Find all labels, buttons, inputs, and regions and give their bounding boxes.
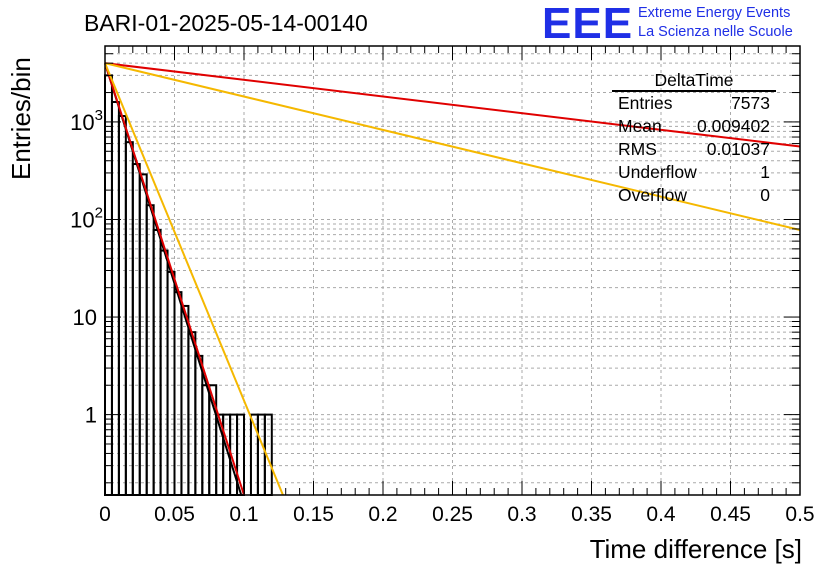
stats-box: DeltaTime Entries 7573 Mean 0.009402 RMS…	[612, 70, 776, 207]
fit-red-steep-line	[104, 62, 245, 496]
stats-row-rms: RMS 0.01037	[612, 138, 776, 161]
brand-line-2: La Scienza nelle Scuole	[638, 24, 793, 40]
stats-label: Underflow	[618, 162, 697, 182]
eee-logo: EEE	[542, 0, 634, 48]
stats-row-mean: Mean 0.009402	[612, 115, 776, 138]
stats-label: RMS	[618, 139, 657, 159]
histogram-bin	[166, 270, 176, 496]
x-tick-label: 0.5	[785, 503, 814, 526]
histogram-bin	[124, 141, 134, 496]
brand-line-1: Extreme Energy Events	[638, 5, 791, 21]
y-tick-label: 10	[73, 305, 97, 330]
x-tick-label: 0.1	[229, 503, 258, 526]
x-tick-label: 0	[99, 503, 111, 526]
histogram-bin	[180, 304, 190, 496]
chart-title: BARI-01-2025-05-14-00140	[84, 10, 368, 36]
histogram-bin	[131, 163, 141, 496]
x-tick-label: 0.05	[154, 503, 195, 526]
x-tick-label: 0.45	[710, 503, 751, 526]
x-tick-label: 0.15	[293, 503, 334, 526]
y-axis-label: Entries/bin	[6, 57, 36, 180]
x-tick-label: 0.4	[646, 503, 676, 526]
histogram-bin	[104, 74, 113, 496]
stats-label: Overflow	[618, 185, 688, 205]
x-axis-label: Time difference [s]	[589, 534, 802, 564]
x-tick-label: 0.3	[507, 503, 536, 526]
stats-value: 0.01037	[706, 139, 770, 159]
fit-curves-layer	[104, 62, 801, 496]
tick-labels-layer: 0 0.05 0.1 0.15 0.2 0.25 0.3 0.35 0.4 0.45 0.51101…	[70, 107, 814, 526]
stats-row-overflow: Overflow 0	[612, 184, 776, 207]
stats-label: Mean	[618, 116, 662, 136]
histogram-bin	[201, 384, 211, 497]
brand-text: Extreme Energy Events La Scienza nelle S…	[638, 4, 793, 42]
stats-row-underflow: Underflow 1	[612, 161, 776, 184]
fit-orange-steep-line	[104, 62, 284, 496]
histogram-bin	[152, 229, 162, 496]
y-tick-label: 1	[85, 403, 97, 428]
fit-red-flat-line	[104, 62, 801, 148]
stats-value: 0.009402	[697, 116, 770, 136]
x-tick-label: 0.25	[432, 503, 473, 526]
stats-label: Entries	[618, 93, 673, 113]
histogram-bin	[173, 291, 183, 497]
stats-value: 7573	[731, 93, 770, 113]
x-tick-label: 0.35	[571, 503, 612, 526]
histogram-bin	[187, 331, 197, 497]
stats-value: 1	[760, 162, 770, 182]
axis-ticks-layer	[104, 45, 801, 495]
histogram-bin	[194, 354, 204, 497]
x-tick-label: 0.2	[368, 503, 397, 526]
y-tick-label: 103	[70, 107, 103, 135]
stats-row-entries: Entries 7573	[612, 92, 776, 115]
fit-orange-flat-line	[104, 62, 801, 231]
stats-title: DeltaTime	[612, 70, 776, 92]
stats-value: 0	[760, 185, 770, 205]
histogram-bin	[138, 173, 148, 497]
y-tick-label: 102	[70, 204, 103, 232]
